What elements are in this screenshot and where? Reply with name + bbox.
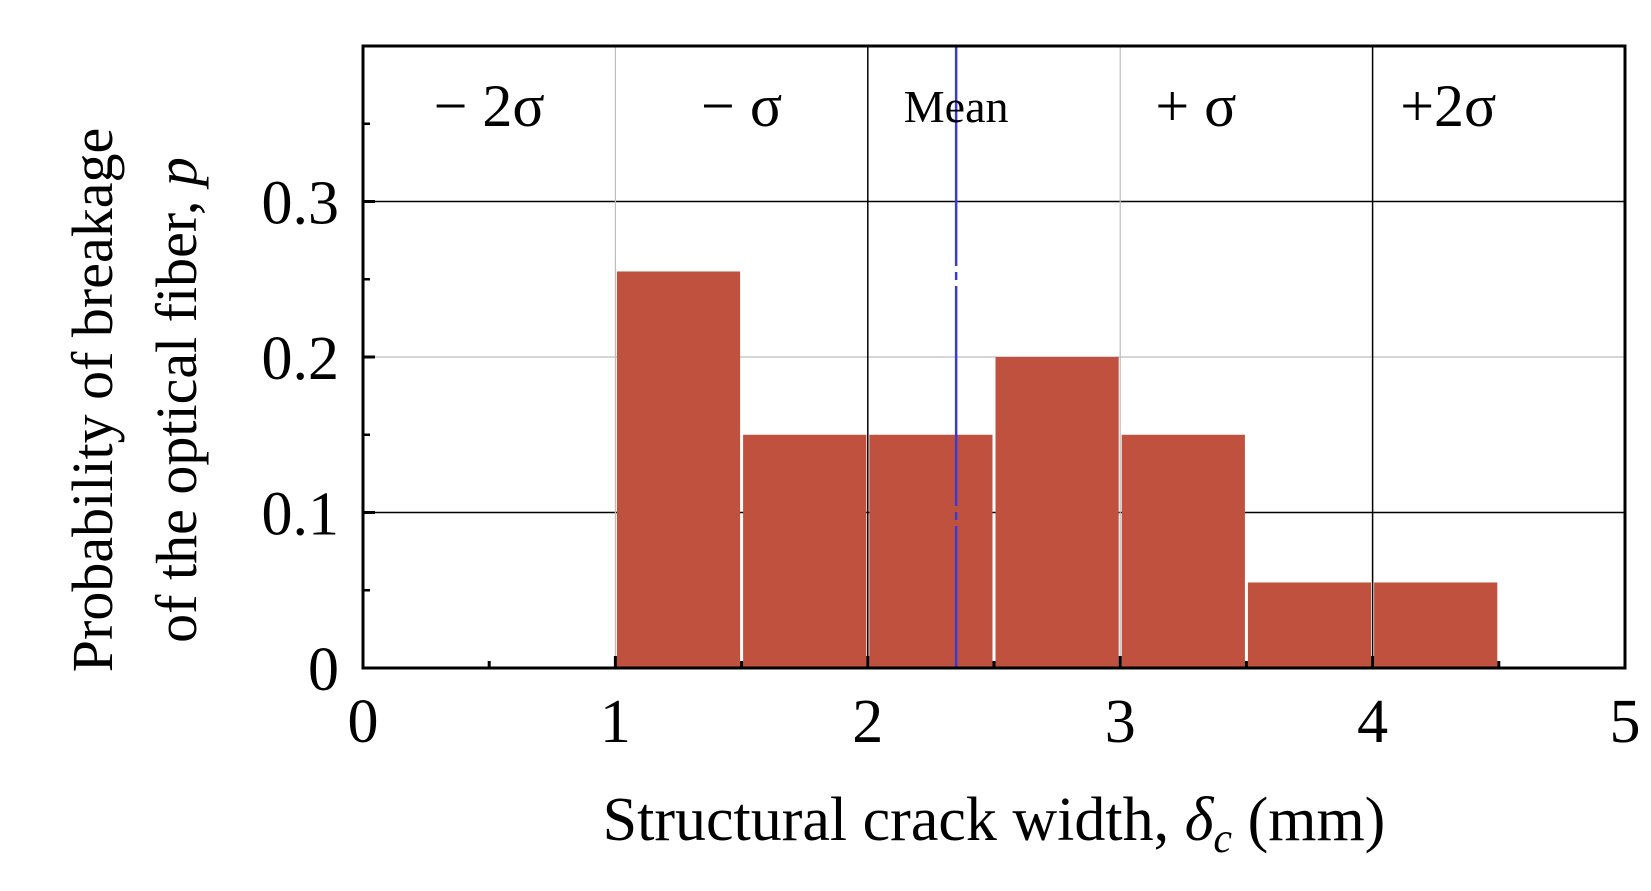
axes [361,44,1627,670]
x-axis-label: Structural crack width, δc (mm) [603,786,1386,862]
x-axis-symbol: δ [1185,786,1215,854]
histogram-bar [869,434,993,668]
y-tick-label: 0.3 [262,170,340,238]
y-tick-label: 0.2 [262,325,340,393]
grid [363,46,1625,668]
region-label: Mean [904,81,1009,132]
x-axis-label-text: Structural crack width, [603,786,1185,854]
x-axis-subscript: c [1213,816,1232,862]
y-tick-label: 0.1 [262,481,340,549]
labels: 0 1 2 3 4 5 0 0.1 0.2 0.3 − 2σ − σ Mean + σ +2σ Structu… [60,73,1641,862]
y-tick-label: 0 [308,636,339,704]
x-tick-label: 3 [1105,688,1136,756]
region-label: +2σ [1400,73,1496,139]
x-tick-label: 2 [852,688,883,756]
y-axis-label-text: of the optical fiber, [144,186,209,643]
histogram-bar [995,357,1119,668]
x-axis-unit: (mm) [1232,786,1385,854]
y-axis-symbol: p [144,157,209,190]
histogram-bar [1121,434,1245,668]
histogram-bar [743,434,867,668]
y-axis-label-line2: of the optical fiber, p [144,157,209,643]
x-tick-label: 1 [600,688,631,756]
bars [616,271,1498,668]
histogram-bar [1374,582,1498,668]
histogram-bar [1247,582,1372,668]
y-axis-label-line1: Probability of breakage [60,128,125,672]
region-label: − 2σ [434,73,545,139]
x-tick-label: 5 [1610,688,1641,756]
region-label: − σ [701,73,782,139]
x-tick-label: 0 [348,688,379,756]
histogram-bar [616,271,741,668]
x-tick-label: 4 [1357,688,1388,756]
region-label: + σ [1155,73,1236,139]
